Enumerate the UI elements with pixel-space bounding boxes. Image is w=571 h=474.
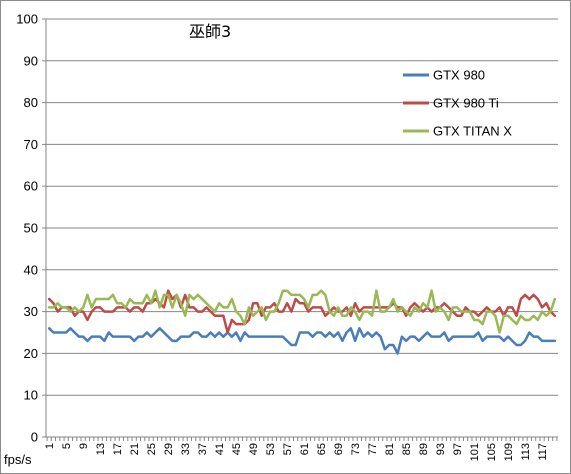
- x-tick-label: 73: [350, 443, 362, 455]
- y-tick-label: 40: [24, 262, 38, 277]
- x-tick-label: 5: [61, 443, 73, 449]
- x-tick-label: 113: [520, 443, 532, 461]
- y-tick-label: 0: [31, 430, 38, 445]
- legend-label: GTX TITAN X: [433, 124, 512, 139]
- y-tick-label: 60: [24, 179, 38, 194]
- x-tick-label: 89: [418, 443, 430, 455]
- y-tick-label: 50: [24, 221, 38, 236]
- y-tick-label: 100: [16, 12, 38, 27]
- legend-label: GTX 980: [433, 68, 485, 83]
- x-tick-label: 25: [146, 443, 158, 455]
- y-tick-label: 70: [24, 137, 38, 152]
- x-tick-label: 93: [435, 443, 447, 455]
- x-tick-label: 29: [163, 443, 175, 455]
- x-tick-label: 33: [180, 443, 192, 455]
- x-tick-label: 77: [367, 443, 379, 455]
- y-tick-label: 10: [24, 388, 38, 403]
- x-tick-label: 105: [486, 443, 498, 461]
- y-tick-label: 80: [24, 95, 38, 110]
- x-tick-label: 61: [299, 443, 311, 455]
- x-tick-label: 109: [503, 443, 515, 461]
- legend: GTX 980 GTX 980 Ti GTX TITAN X: [403, 68, 512, 139]
- series-line-3: [47, 289, 557, 334]
- x-tick-label: 101: [469, 443, 481, 461]
- x-tick-label: 53: [265, 443, 277, 455]
- x-tick-label: 49: [248, 443, 260, 455]
- y-tick-label: 20: [24, 346, 38, 361]
- x-tick-label: 97: [452, 443, 464, 455]
- x-tick-label: 9: [78, 443, 90, 449]
- x-tick-label: 41: [214, 443, 226, 455]
- x-tick-label: 21: [129, 443, 141, 455]
- y-tick-label: 90: [24, 53, 38, 68]
- chart-title: 巫師3: [189, 22, 231, 41]
- axes: 0 10 20 30 40 50 60 70 80 90 100 1 5 9 13 17 21 25 29 33 37 4…: [16, 12, 558, 461]
- x-tick-label: 45: [231, 443, 243, 455]
- legend-label: GTX 980 Ti: [433, 96, 499, 111]
- x-tick-label: 65: [316, 443, 328, 455]
- x-tick-label: 117: [537, 443, 549, 461]
- x-tick-label: 37: [197, 443, 209, 455]
- series-line-1: [47, 327, 557, 355]
- x-tick-label: 81: [384, 443, 396, 455]
- y-tick-label: 30: [24, 304, 38, 319]
- x-tick-label: 17: [112, 443, 124, 455]
- x-tick-label: 85: [401, 443, 413, 455]
- x-tick-label: 69: [333, 443, 345, 455]
- series-lines: [47, 289, 557, 355]
- x-axis-unit-label: fps/s: [4, 452, 32, 467]
- x-tick-label: 57: [282, 443, 294, 455]
- x-tick-label: 13: [95, 443, 107, 455]
- x-tick-label: 1: [44, 443, 56, 449]
